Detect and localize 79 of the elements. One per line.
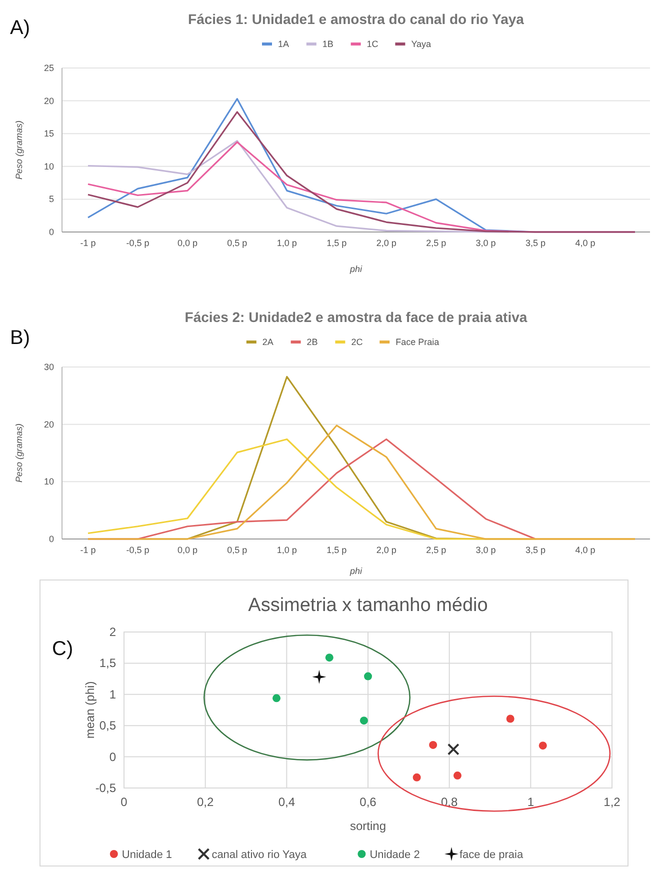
y-tick-label: 0,5 [99,718,116,733]
legend-label: 2B [306,337,318,347]
point [429,740,438,749]
point [360,716,368,725]
y-tick-label: 25 [44,63,54,73]
x-axis-title: phi [348,264,364,274]
chart-title: Fácies 2: Unidade2 e amostra da face de praia ativa [184,309,528,325]
point [364,672,372,680]
y-axis-title: Peso (gramas) [14,120,24,180]
y-tick-label: 10 [44,161,54,172]
y-tick-label: 5 [48,194,54,204]
point [312,670,326,684]
x-tick-label: 1,0 p [276,238,297,248]
legend-label: 2C [351,337,364,347]
x-tick-label: 0,4 [278,795,296,809]
y-tick-label: 1,5 [99,656,116,670]
y-axis-title: mean (phi) [83,681,97,739]
x-axis-title: phi [348,566,364,576]
y-tick-label: 1 [109,687,116,702]
text: C) [52,638,74,660]
legend-label: 1A [278,39,290,49]
legend-label: Unidade 2 [370,849,420,861]
x-tick-label: 1,0 p [276,545,297,555]
point [506,714,514,723]
x-tick-label: 0,5 p [227,238,248,248]
y-tick-label: 20 [44,96,54,106]
x-tick-label: 3,0 p [476,238,496,248]
y-tick-label: 10 [44,476,54,487]
chart-title: Fácies 1: Unidade1 e amostra do canal do rio Yaya [188,11,524,27]
x-tick-label: 1 [527,795,534,809]
y-tick-label: 0 [109,750,116,764]
x-tick-label: 4,0 p [575,545,596,555]
legend-label: Yaya [411,39,432,49]
legend-label: canal ativo rio Yaya [212,849,308,861]
x-tick-label: 0,0 p [177,238,198,248]
legend-label: Unidade 1 [122,849,172,861]
chart-title: Assimetria x tamanho médio [248,595,488,616]
x-tick-label: 2,5 p [426,545,446,555]
point [325,654,334,662]
x-tick-label: 3,5 p [526,545,546,555]
x-tick-label: 0,2 [196,795,214,809]
point [538,742,547,750]
x-tick-label: 0,5 p [227,545,248,555]
x-tick-label: -0,5 p [126,545,150,555]
legend-label: 1C [366,39,379,49]
legend-label: face de praia [460,849,524,861]
y-axis-title: Peso (gramas) [14,423,24,483]
x-tick-label: 2,0 p [376,545,396,555]
x-tick-label: 0 [120,795,128,809]
y-tick-label: 0 [48,227,54,237]
x-tick-label: -0,5 p [126,238,150,248]
x-tick-label: 0,0 p [177,545,198,555]
text: A) [10,17,30,39]
x-tick-label: -1 p [80,238,96,248]
x-tick-label: 3,5 p [526,238,546,248]
legend-label: 2A [262,337,274,347]
point [447,743,460,756]
x-tick-label: 0,6 [360,795,377,809]
y-tick-label: 20 [44,419,54,430]
legend-label: 1B [322,39,334,49]
y-tick-label: 15 [44,128,54,139]
x-axis-title: sorting [350,819,386,833]
text: B) [10,327,30,349]
point [272,694,280,702]
y-tick-label: 0 [48,534,54,544]
x-tick-label: 1,5 p [326,238,347,248]
x-tick-label: 2,0 p [376,238,396,248]
x-tick-label: 4,0 p [575,238,596,248]
point [412,773,421,782]
x-tick-label: 3,0 p [476,545,496,555]
x-tick-label: -1 p [80,545,96,555]
x-tick-label: 1,5 p [326,545,347,555]
y-tick-label: 30 [44,362,54,372]
x-tick-label: 2,5 p [426,238,446,248]
legend-label: Face Praia [396,337,440,347]
y-tick-label: 2 [109,625,116,639]
point [453,772,462,780]
x-tick-label: 1,2 [604,795,621,809]
y-tick-label: -0,5 [95,781,116,795]
